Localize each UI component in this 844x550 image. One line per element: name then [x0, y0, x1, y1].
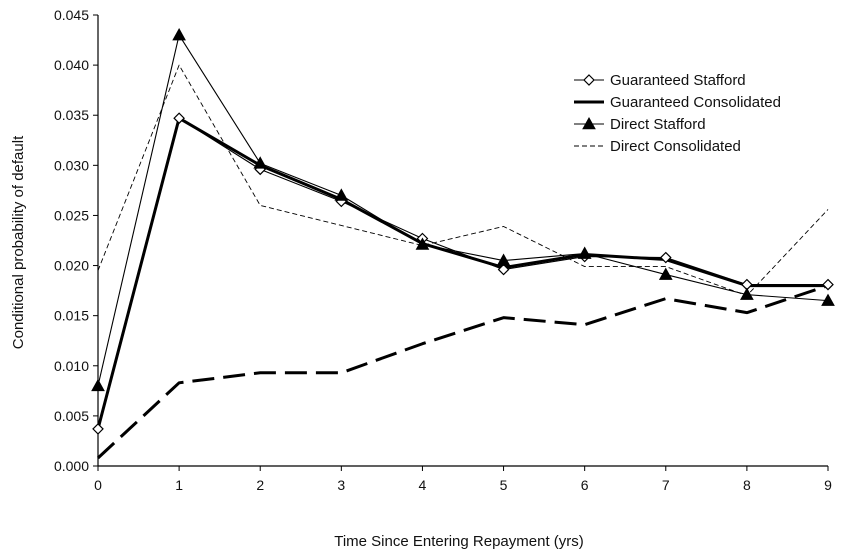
series-line-2: [96, 116, 828, 430]
triangle-marker: [415, 237, 430, 250]
y-axis-ticks: 0.000 0.005 0.010 0.015 0.020 0.025 0.030 0.035…: [54, 7, 98, 474]
y-tick-label: 0.035: [54, 107, 89, 123]
x-axis-title: Time Since Entering Repayment (yrs): [334, 533, 584, 550]
y-tick-label: 0.000: [54, 458, 89, 474]
x-axis-ticks: 0 1 2 3 4 5 6 7 8 9: [94, 466, 832, 493]
series-line-4: [97, 64, 829, 297]
y-axis-title: Conditional probability of default: [10, 135, 27, 349]
y-tick-label: 0.010: [54, 358, 89, 374]
diamond-marker: [659, 251, 672, 264]
triangle-marker: [577, 246, 592, 259]
legend-label: Direct Consolidated: [610, 138, 741, 155]
diamond-marker: [497, 263, 510, 276]
y-tick-label: 0.045: [54, 7, 89, 23]
x-tick-label: 9: [824, 477, 832, 493]
legend-label: Guaranteed Consolidated: [610, 94, 781, 111]
x-tick-label: 2: [256, 477, 264, 493]
series-line-1: [97, 117, 828, 430]
triangle-marker: [91, 378, 105, 392]
legend: Guaranteed Stafford Guaranteed Consolidat…: [574, 72, 781, 155]
triangle-marker: [253, 156, 268, 169]
triangle-marker: [821, 293, 835, 306]
x-tick-label: 7: [662, 477, 670, 493]
triangle-marker: [658, 267, 673, 280]
series-layer: [91, 28, 835, 460]
diamond-marker: [173, 112, 185, 125]
y-tick-label: 0.025: [54, 207, 89, 223]
x-tick-label: 6: [581, 477, 589, 493]
y-tick-label: 0.020: [54, 258, 89, 274]
diamond-marker: [583, 74, 595, 86]
y-tick-label: 0.005: [54, 408, 89, 424]
x-tick-label: 5: [500, 477, 508, 493]
triangle-marker: [334, 188, 349, 201]
series-line-3: [97, 34, 829, 386]
diamond-marker: [92, 423, 104, 435]
y-tick-label: 0.040: [54, 57, 89, 73]
legend-label: Guaranteed Stafford: [610, 72, 746, 89]
triangle-marker: [582, 116, 596, 130]
triangle-marker: [740, 287, 754, 300]
y-tick-label: 0.015: [54, 308, 89, 324]
x-tick-label: 8: [743, 477, 751, 493]
y-tick-label: 0.030: [54, 157, 89, 173]
x-tick-label: 1: [175, 477, 183, 493]
diamond-marker: [822, 278, 834, 291]
legend-label: Direct Stafford: [610, 116, 706, 133]
x-tick-label: 4: [419, 477, 427, 493]
x-tick-label: 3: [337, 477, 345, 493]
x-tick-label: 0: [94, 477, 102, 493]
series-line-5: [96, 284, 829, 460]
triangle-marker: [172, 28, 186, 41]
triangle-marker: [496, 253, 511, 266]
